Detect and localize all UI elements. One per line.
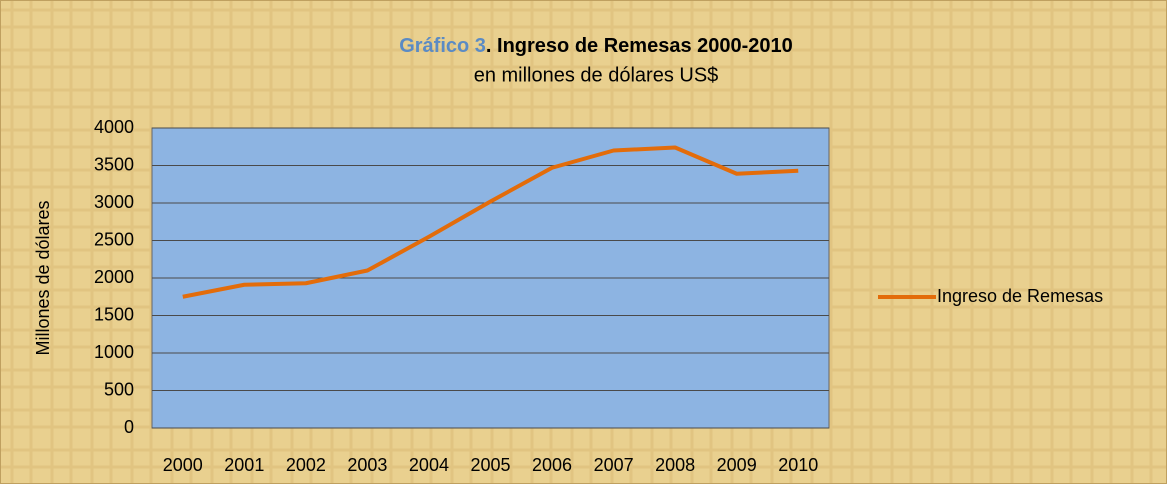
- line-series: [182, 145, 799, 299]
- x-tick-label: 2005: [470, 455, 510, 475]
- x-tick-label: 2008: [655, 455, 695, 475]
- y-tick-label: 2500: [94, 229, 134, 249]
- y-axis-label: Millones de dólares: [33, 200, 53, 355]
- title-main: . Ingreso de Remesas 2000-2010: [486, 35, 793, 57]
- x-tick-label: 2010: [778, 455, 818, 475]
- x-tick-label: 2001: [224, 455, 264, 475]
- x-tick-label: 2007: [594, 455, 634, 475]
- y-tick-label: 2000: [94, 267, 134, 287]
- y-tick-label: 1000: [94, 342, 134, 362]
- chart-subtitle: en millones de dólares US$: [474, 64, 719, 86]
- chart-title: Gráfico 3. Ingreso de Remesas 2000-2010: [399, 35, 793, 57]
- x-tick-label: 2003: [347, 455, 387, 475]
- y-tick-label: 3500: [94, 154, 134, 174]
- x-tick-label: 2009: [717, 455, 757, 475]
- title-prefix: Gráfico 3: [399, 35, 486, 57]
- y-tick-label: 500: [104, 379, 134, 399]
- y-tick-label: 0: [124, 417, 134, 437]
- y-tick-label: 1500: [94, 304, 134, 324]
- x-tick-label: 2000: [163, 455, 203, 475]
- x-tick-label: 2006: [532, 455, 572, 475]
- legend-label: Ingreso de Remesas: [937, 286, 1103, 306]
- y-tick-label: 4000: [94, 117, 134, 137]
- y-tick-label: 3000: [94, 192, 134, 212]
- x-tick-label: 2004: [409, 455, 449, 475]
- x-tick-label: 2002: [286, 455, 326, 475]
